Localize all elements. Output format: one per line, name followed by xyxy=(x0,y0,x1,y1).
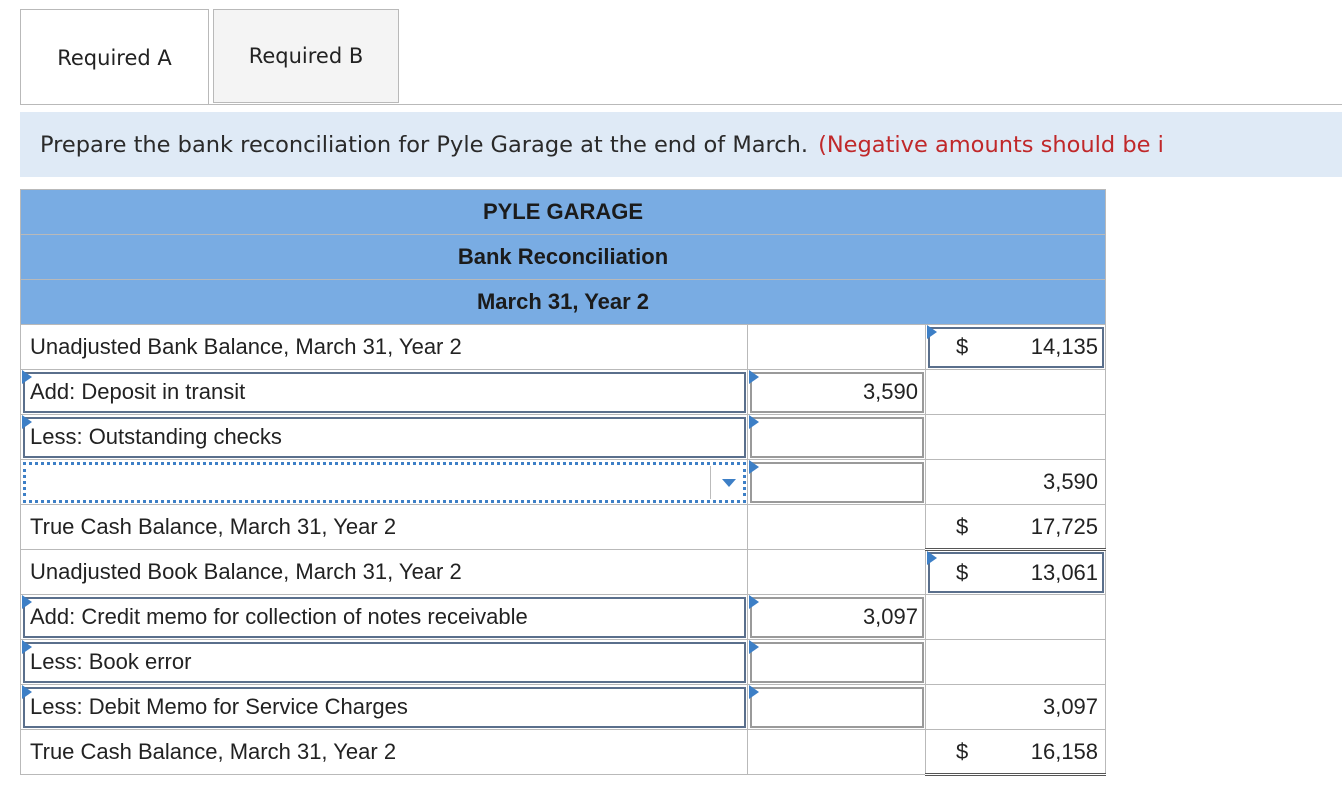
bank-reconciliation-table: PYLE GARAGE Bank Reconciliation March 31… xyxy=(19,189,1107,776)
row-label-select[interactable]: Less: Book error xyxy=(20,639,748,685)
row-label-select[interactable]: Add: Deposit in transit xyxy=(20,369,748,415)
total-amount-cell xyxy=(924,369,1107,415)
table-row: Less: Debit Memo for Service Charges 3,0… xyxy=(20,684,1107,730)
company-title: PYLE GARAGE xyxy=(19,189,1107,235)
mid-amount-input[interactable] xyxy=(747,459,926,505)
total-amount-cell: $ 17,725 xyxy=(924,504,1107,551)
total-amount: 14,135 xyxy=(1030,334,1099,359)
table-row: Less: Outstanding checks xyxy=(20,414,1107,460)
table-row: Less: Book error xyxy=(20,639,1107,685)
dollar-sign: $ xyxy=(956,514,969,539)
chevron-down-icon[interactable] xyxy=(710,466,747,499)
dollar-sign: $ xyxy=(956,334,969,359)
total-amount: 17,725 xyxy=(1030,514,1099,539)
total-amount: 3,097 xyxy=(924,684,1107,730)
total-amount: 3,590 xyxy=(924,459,1107,505)
table-row: True Cash Balance, March 31, Year 2 $ 17… xyxy=(20,504,1107,551)
table-row: 3,590 xyxy=(20,459,1107,505)
tab-required-b[interactable]: Required B xyxy=(213,9,399,103)
total-amount-input[interactable]: $ 13,061 xyxy=(924,549,1107,595)
row-label-dropdown[interactable] xyxy=(20,459,748,505)
mid-amount-cell xyxy=(747,729,926,775)
mid-amount-input[interactable] xyxy=(747,414,926,460)
total-amount-cell xyxy=(924,414,1107,460)
row-label: True Cash Balance, March 31, Year 2 xyxy=(20,729,748,775)
tab-divider xyxy=(20,104,1342,105)
mid-amount-input[interactable]: 3,590 xyxy=(747,369,926,415)
dollar-sign: $ xyxy=(956,560,969,585)
mid-amount-cell xyxy=(747,324,926,370)
total-amount: 13,061 xyxy=(1030,560,1099,585)
report-title: Bank Reconciliation xyxy=(19,234,1107,280)
row-label: Unadjusted Book Balance, March 31, Year … xyxy=(20,549,748,595)
table-row: Add: Deposit in transit 3,590 xyxy=(20,369,1107,415)
table-row: Unadjusted Book Balance, March 31, Year … xyxy=(20,549,1107,595)
table-row: True Cash Balance, March 31, Year 2 $ 16… xyxy=(20,729,1107,776)
mid-amount-cell xyxy=(747,504,926,550)
row-label: Unadjusted Bank Balance, March 31, Year … xyxy=(20,324,748,370)
report-date: March 31, Year 2 xyxy=(19,279,1107,325)
row-label-select[interactable]: Add: Credit memo for collection of notes… xyxy=(20,594,748,640)
mid-amount-cell xyxy=(747,549,926,595)
instruction-text: Prepare the bank reconciliation for Pyle… xyxy=(40,131,809,158)
tab-required-a[interactable]: Required A xyxy=(20,9,209,105)
dollar-sign: $ xyxy=(956,739,969,764)
total-amount-cell xyxy=(924,594,1107,640)
instruction-note: (Negative amounts should be i xyxy=(818,131,1164,158)
table-row: Add: Credit memo for collection of notes… xyxy=(20,594,1107,640)
total-amount-input[interactable]: $ 14,135 xyxy=(924,324,1107,370)
row-label: True Cash Balance, March 31, Year 2 xyxy=(20,504,748,550)
table-row: Unadjusted Bank Balance, March 31, Year … xyxy=(20,324,1107,370)
row-label-select[interactable]: Less: Debit Memo for Service Charges xyxy=(20,684,748,730)
mid-amount-input[interactable] xyxy=(747,684,926,730)
total-amount: 16,158 xyxy=(1030,739,1099,764)
instruction-banner: Prepare the bank reconciliation for Pyle… xyxy=(20,112,1342,177)
mid-amount-input[interactable]: 3,097 xyxy=(747,594,926,640)
total-amount-cell xyxy=(924,639,1107,685)
row-label-select[interactable]: Less: Outstanding checks xyxy=(20,414,748,460)
mid-amount-input[interactable] xyxy=(747,639,926,685)
total-amount-cell: $ 16,158 xyxy=(924,729,1107,776)
